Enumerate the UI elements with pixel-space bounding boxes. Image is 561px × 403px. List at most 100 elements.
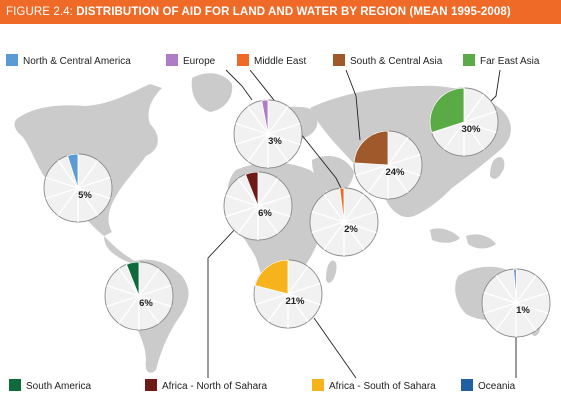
pie-africa-south-of-sahara: 21%: [253, 259, 323, 329]
pie-gridline: [106, 284, 140, 297]
pie-slice-oceania: [513, 268, 517, 304]
pie-gridline: [45, 176, 79, 189]
pie-gridline: [387, 137, 409, 166]
pie-gridline: [515, 291, 549, 304]
pie-gridline: [138, 295, 160, 324]
legend-label: Far East Asia: [480, 56, 540, 67]
pie-gridline: [387, 164, 421, 177]
pie-gridline: [343, 194, 365, 223]
pie-gridline: [311, 210, 345, 223]
pie-gridline: [323, 221, 345, 250]
chart-title: DISTRIBUTION OF AID FOR LAND AND WATER B…: [76, 6, 511, 18]
pie-gridline: [287, 282, 321, 295]
pie-gridline: [323, 194, 345, 223]
legend-swatch: [237, 54, 249, 66]
legend-item-middle-east: Middle East: [237, 54, 306, 67]
legend-item-south-and-central-asia: South & Central Asia: [333, 54, 443, 67]
pie-gridline: [138, 268, 160, 297]
pie-gridline: [257, 194, 291, 207]
pie-gridline: [387, 153, 421, 166]
figure-number: FIGURE 2.4:: [6, 6, 73, 18]
legend-label: South & Central Asia: [350, 56, 443, 67]
pie-oceania: 1%: [481, 268, 551, 338]
pie-gridline: [247, 133, 269, 162]
legend-label: Africa - South of Sahara: [329, 381, 436, 392]
figure-title: FIGURE 2.4: DISTRIBUTION OF AID FOR LAND…: [6, 0, 511, 24]
leader-line-far-east-asia: [487, 69, 501, 105]
pie-gridline: [463, 121, 497, 134]
pie-gridline: [138, 284, 172, 297]
pie-south-and-central-asia: 24%: [353, 130, 423, 200]
legend-label: South America: [26, 381, 91, 392]
pie-gridline: [463, 110, 497, 123]
pie-label-oceania: 1%: [516, 305, 530, 316]
pie-gridline: [483, 302, 517, 315]
pie-slice-far-east-asia: [429, 87, 465, 134]
legend-swatch: [463, 54, 475, 66]
pie-slice-europe: [261, 99, 269, 135]
leader-line-europe: [225, 69, 253, 101]
pie-label-south-and-central-asia: 24%: [385, 167, 405, 178]
pie-africa-north-of-sahara: 6%: [223, 171, 293, 241]
leader-line-africa-south-of-sahara: [313, 317, 357, 379]
legend-swatch: [9, 379, 21, 391]
legend-item-south-america: South America: [9, 379, 91, 392]
legend-swatch: [312, 379, 324, 391]
pie-gridline: [257, 205, 279, 234]
pie-gridline: [235, 122, 269, 135]
pie-gridline: [225, 194, 259, 207]
pie-gridline: [237, 178, 259, 207]
legend-label: Europe: [183, 56, 216, 67]
legend-item-africa-south-of-sahara: Africa - South of Sahara: [312, 379, 436, 392]
legend-swatch: [461, 379, 473, 391]
pie-gridline: [287, 266, 309, 295]
pie-gridline: [57, 160, 79, 189]
legend-label: Oceania: [478, 381, 516, 392]
pie-gridline: [343, 210, 377, 223]
legend-swatch: [6, 54, 18, 66]
pie-gridline: [77, 187, 111, 200]
pie-charts: 5% 3% 2% 24% 30% 6% 6% 21% 1%: [43, 87, 551, 338]
pie-gridline: [515, 302, 549, 315]
pie-north-and-central-america: 5%: [43, 153, 113, 223]
legend: North & Central America Europe Middle East…: [6, 54, 540, 392]
pie-gridline: [443, 121, 465, 150]
pie-slice-south-america: [125, 261, 140, 297]
pie-gridline: [77, 176, 111, 189]
pie-label-europe: 3%: [268, 136, 282, 147]
pie-slice-middle-east: [339, 187, 345, 223]
pie-slice-south-and-central-asia: [353, 130, 389, 166]
pie-slice-africa-south-of-sahara: [254, 259, 289, 295]
pie-gridline: [118, 268, 140, 297]
pie-gridline: [255, 293, 289, 306]
pie-middle-east: 2%: [309, 187, 379, 257]
legend-item-north-and-central-america: North & Central America: [6, 54, 131, 67]
pie-slice-north-and-central-america: [66, 153, 79, 189]
pie-gridline: [257, 178, 279, 207]
pie-label-africa-north-of-sahara: 6%: [258, 208, 272, 219]
pie-gridline: [267, 122, 301, 135]
pie-gridline: [311, 221, 345, 234]
pie-slice-africa-north-of-sahara: [244, 171, 259, 207]
pie-far-east-asia: 30%: [429, 87, 499, 157]
pie-gridline: [387, 164, 409, 193]
pie-gridline: [343, 221, 377, 234]
pie-gridline: [118, 295, 140, 324]
pie-gridline: [225, 205, 259, 218]
pie-gridline: [45, 187, 79, 200]
pie-gridline: [267, 133, 289, 162]
pie-gridline: [367, 164, 389, 193]
legend-label: Africa - North of Sahara: [162, 381, 267, 392]
pie-gridline: [138, 295, 172, 308]
pie-gridline: [247, 106, 269, 135]
pie-gridline: [515, 275, 537, 304]
pie-gridline: [463, 94, 485, 123]
pie-gridline: [106, 295, 140, 308]
leader-line-africa-north-of-sahara: [207, 225, 239, 378]
pie-gridline: [287, 293, 321, 306]
pie-gridline: [257, 205, 291, 218]
pie-gridline: [237, 205, 259, 234]
pie-label-middle-east: 2%: [344, 224, 358, 235]
